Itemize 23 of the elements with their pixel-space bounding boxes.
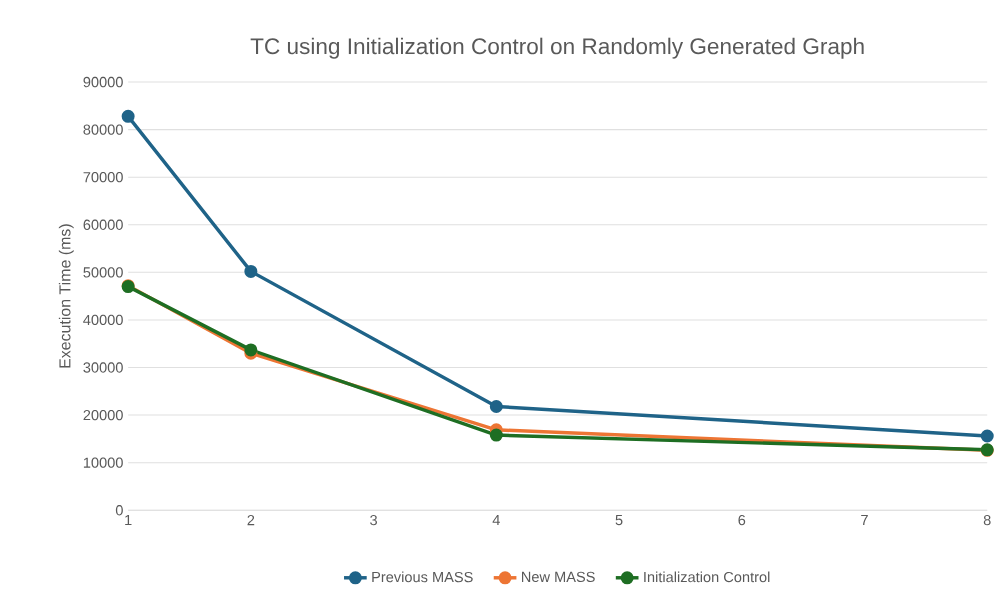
y-tick-label: 50000 bbox=[83, 267, 123, 278]
x-tick-label: 6 bbox=[738, 514, 746, 526]
x-tick-label: 8 bbox=[983, 514, 991, 526]
y-tick-label: 0 bbox=[115, 505, 123, 516]
y-tick-label: 20000 bbox=[83, 409, 123, 421]
y-tick-label: 80000 bbox=[83, 124, 123, 135]
y-tick-label: 30000 bbox=[83, 362, 123, 373]
x-tick-label: 3 bbox=[370, 514, 378, 526]
legend-label: Initialization Control bbox=[644, 571, 770, 583]
x-tick-label: 5 bbox=[615, 514, 623, 526]
legend-label: New MASS bbox=[522, 571, 595, 582]
x-tick-label: 2 bbox=[247, 514, 255, 526]
y-tick-label: 60000 bbox=[83, 219, 123, 230]
chart-title: TC using Initialization Control on Randomly Generated Graph bbox=[250, 37, 864, 59]
y-tick-label: 40000 bbox=[83, 314, 123, 326]
y-tick-label: 70000 bbox=[83, 171, 123, 183]
x-tick-label: 4 bbox=[492, 514, 500, 525]
y-tick-label: 90000 bbox=[83, 76, 123, 88]
y-axis-title: Execution Time (ms) bbox=[58, 224, 74, 368]
x-tick-label: 1 bbox=[125, 514, 132, 525]
y-tick-label: 10000 bbox=[83, 457, 123, 468]
legend-label: Previous MASS bbox=[372, 571, 473, 583]
x-tick-label: 7 bbox=[861, 514, 868, 525]
